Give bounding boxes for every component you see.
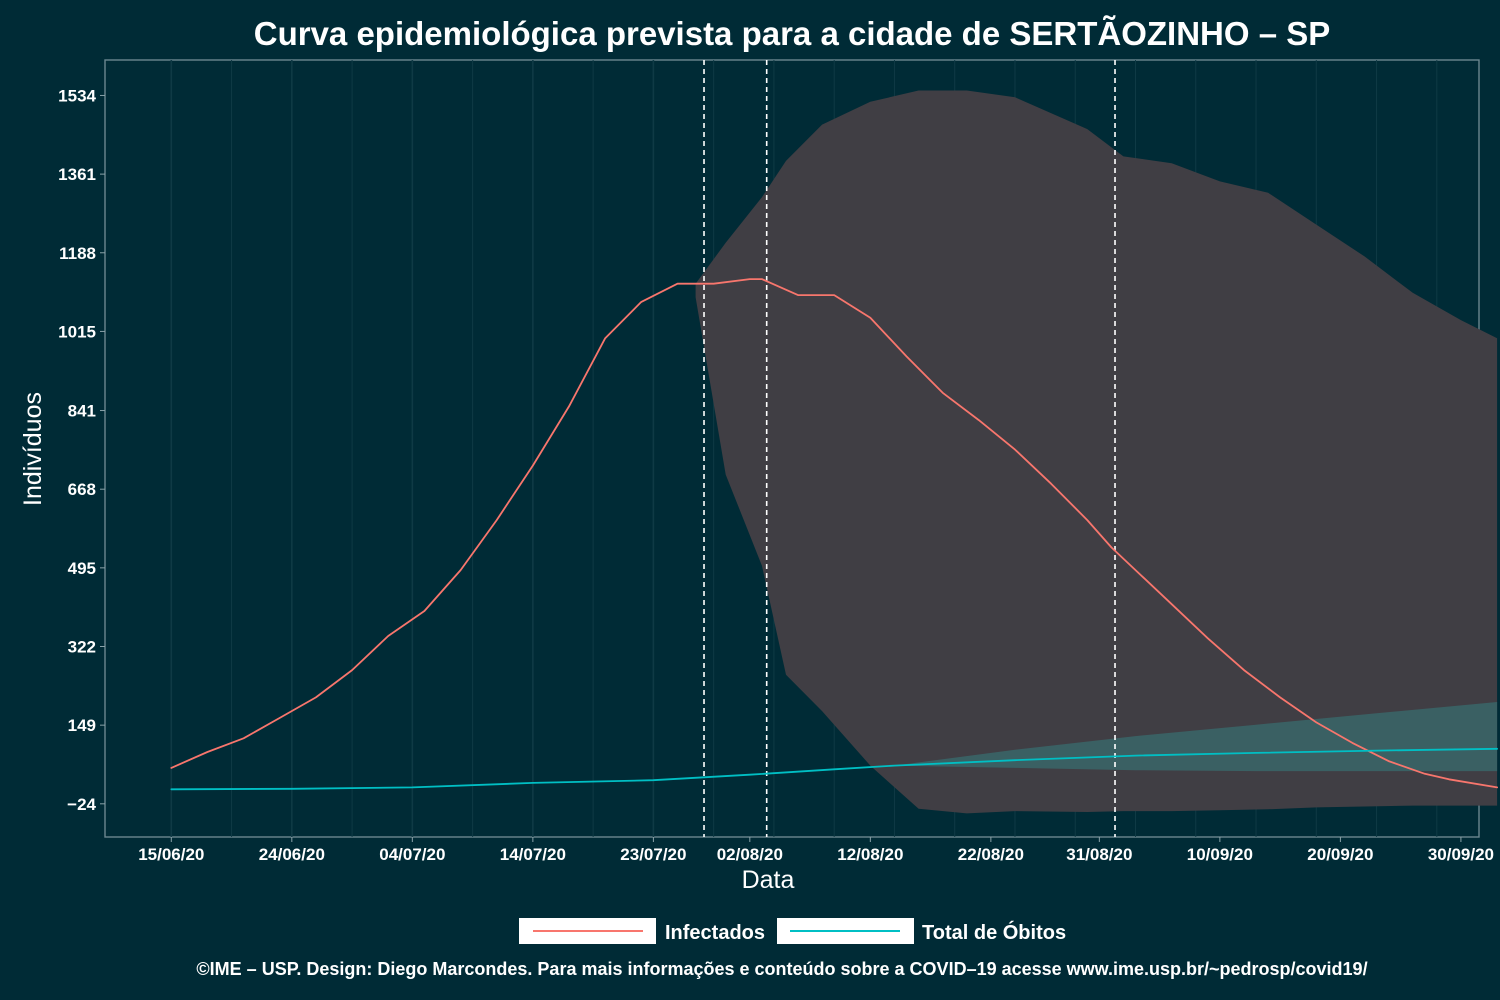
y-tick-label: 1188 xyxy=(59,244,96,263)
data-series xyxy=(170,278,1498,791)
x-tick-label: 14/07/20 xyxy=(500,845,566,864)
y-tick-label: −24 xyxy=(67,795,96,814)
y-tick-label: 322 xyxy=(68,638,96,657)
x-tick-label: 24/06/20 xyxy=(259,845,325,864)
y-tick-label: 1534 xyxy=(58,86,96,105)
y-tick-label: 1015 xyxy=(58,322,96,341)
chart-title: Curva epidemiológica prevista para a cid… xyxy=(254,15,1331,52)
x-tick-label: 15/06/20 xyxy=(138,845,204,864)
x-tick-label: 04/07/20 xyxy=(379,845,445,864)
x-tick-label: 22/08/20 xyxy=(958,845,1024,864)
x-axis-title: Data xyxy=(742,866,795,894)
reference-lines xyxy=(703,60,1116,837)
x-tick-label: 31/08/20 xyxy=(1066,845,1132,864)
confidence-bands xyxy=(695,90,1498,814)
series-line-infectados xyxy=(170,278,1498,789)
y-axis: −24 149 322 495 668 841 1015 1188 1361 1534 xyxy=(58,86,105,814)
legend-item-infectados[interactable]: Infectados xyxy=(519,918,765,944)
x-tick-label: 30/09/20 xyxy=(1428,845,1494,864)
y-tick-label: 495 xyxy=(68,559,96,578)
y-tick-label: 149 xyxy=(68,716,96,735)
y-tick-label: 841 xyxy=(68,402,96,421)
legend-item-obitos[interactable]: Total de Óbitos xyxy=(777,918,1066,944)
footer-caption: ©IME – USP. Design: Diego Marcondes. Par… xyxy=(196,959,1367,979)
x-tick-label: 12/08/20 xyxy=(837,845,903,864)
x-tick-label: 20/09/20 xyxy=(1307,845,1373,864)
series-line-obitos xyxy=(170,747,1498,791)
y-axis-title: Indivíduos xyxy=(19,392,47,506)
y-tick-label: 1361 xyxy=(58,165,96,184)
x-tick-label: 23/07/20 xyxy=(620,845,686,864)
band-infectados xyxy=(695,90,1498,814)
legend-label-obitos: Total de Óbitos xyxy=(922,920,1066,944)
y-tick-label: 668 xyxy=(68,480,96,499)
legend: Infectados Total de Óbitos xyxy=(519,918,1066,944)
band-obitos xyxy=(894,702,1498,772)
x-tick-label: 02/08/20 xyxy=(717,845,783,864)
x-tick-label: 10/09/20 xyxy=(1187,845,1253,864)
legend-label-infectados: Infectados xyxy=(665,922,765,944)
x-axis: 15/06/20 24/06/20 04/07/20 14/07/20 23/07/20… xyxy=(138,837,1494,864)
